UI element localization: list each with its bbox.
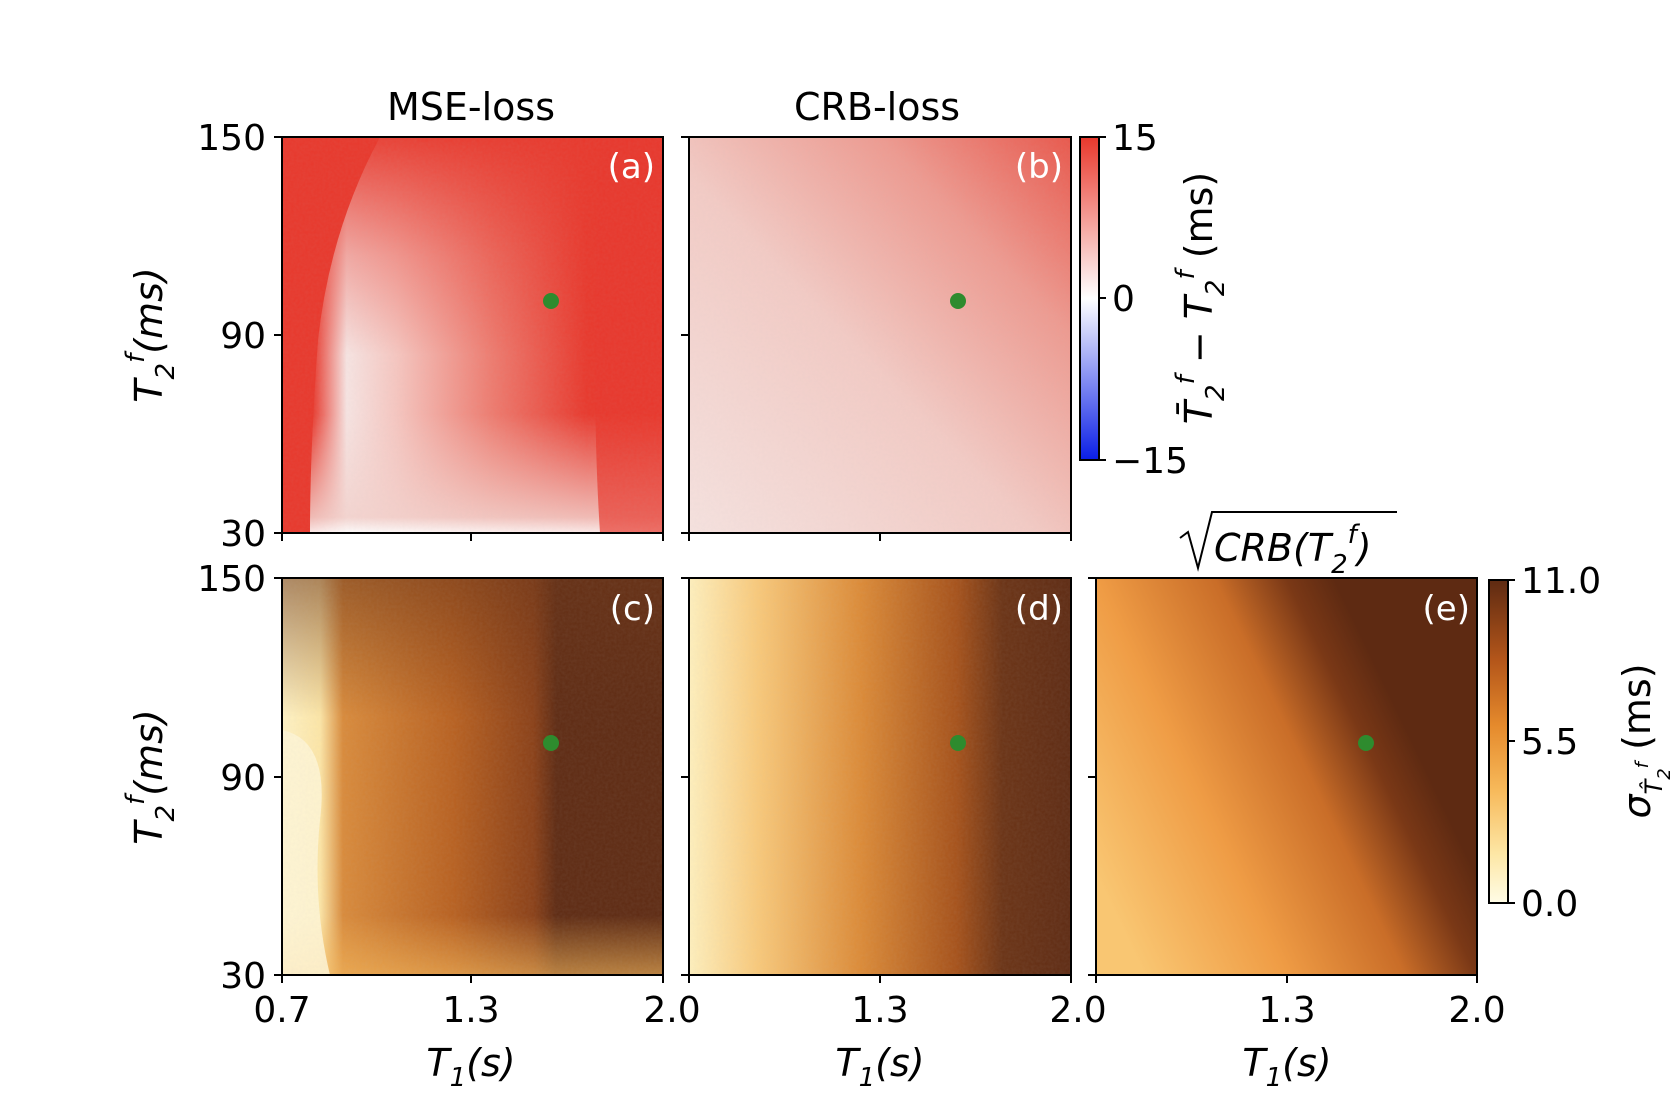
marker-a [543,293,559,309]
marker-e [1358,735,1374,751]
panel-label-c: (c) [610,589,655,629]
xtick-d-13: 1.3 [851,990,908,1031]
xtick-d-20: 2.0 [1049,990,1106,1031]
ytick-c-150: 150 [197,559,266,600]
marker-c [543,735,559,751]
panel-a: (a) [281,136,664,534]
title-b: CRB-loss [794,85,960,129]
marker-b [950,293,966,309]
x-axis-top [281,533,1072,541]
cbar-bwr-tick-0: 0 [1112,279,1135,320]
xlabel-e: T1(s) [1242,1041,1331,1093]
panel-e: (e) [1095,577,1478,976]
cbar-ylorbr-tick-11: 11.0 [1521,561,1601,602]
title-a: MSE-loss [387,85,555,129]
cbar-bwr-tick-15: 15 [1112,118,1158,159]
xtick-e-20: 2.0 [1448,990,1505,1031]
xtick-c-07: 0.7 [253,990,310,1031]
cbar-ylorbr-tick-0: 0.0 [1521,884,1578,925]
panel-label-d: (d) [1015,589,1063,629]
ylabel-a: T2f(ms) [121,267,181,402]
ytick-c-90: 90 [220,758,266,799]
xlabel-c: T1(s) [426,1041,515,1093]
panel-c: (c) [281,577,664,976]
panel-label-e: (e) [1423,589,1470,629]
xtick-e-13: 1.3 [1258,990,1315,1031]
svg-text:CRB(T2f): CRB(T2f) [1214,520,1372,580]
x-axis-bottom: 0.7 1.3 2.0 1.3 2.0 1.3 2.0 T1(s) T1(s) … [253,975,1506,1093]
ylabel-c: T2f(ms) [121,709,181,844]
cbar-ylorbr-tick-5: 5.5 [1521,722,1578,763]
cbar-bwr-tick-neg15: −15 [1112,441,1188,482]
xlabel-d: T1(s) [835,1041,924,1093]
panel-label-b: (b) [1015,147,1063,187]
cbar-ylorbr-label: σT̂2f (ms) [1615,663,1675,818]
marker-d [950,735,966,751]
colorbar-bwr: 15 0 −15 T̄2f − T2f (ms) [1079,118,1231,482]
ytick-a-90: 90 [220,316,266,357]
panel-b: (b) [688,136,1072,534]
ytick-a-150: 150 [197,118,266,159]
xtick-c-13: 1.3 [442,990,499,1031]
cbar-bwr-label: T̄2f − T2f (ms) [1171,172,1231,424]
panel-d: (d) [688,577,1072,976]
ytick-c-30: 30 [220,956,266,997]
colorbar-ylorbr: 11.0 5.5 0.0 σT̂2f (ms) [1488,561,1675,925]
xtick-c-20: 2.0 [643,990,700,1031]
title-e: CRB(T2f) [1179,511,1397,580]
panel-label-a: (a) [608,147,655,187]
ytick-a-30: 30 [220,514,266,555]
